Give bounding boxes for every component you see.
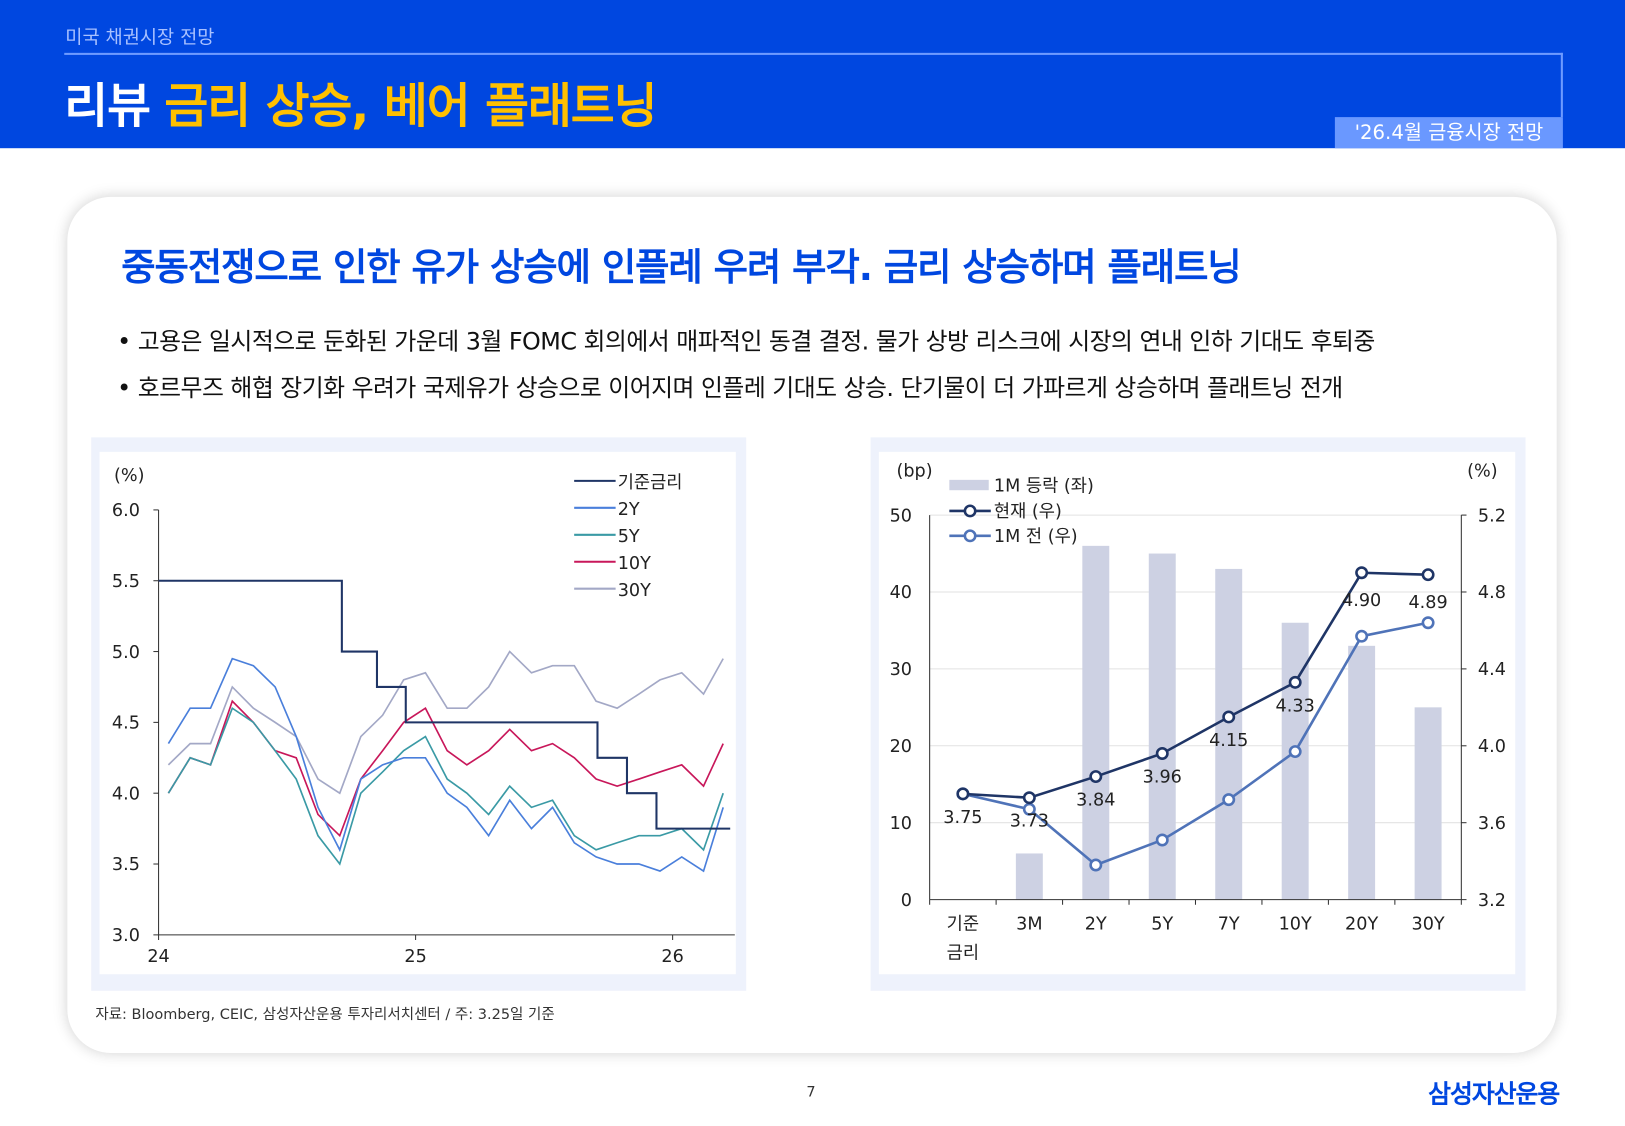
legend-label: 1M 등락 (좌): [994, 476, 1094, 496]
legend-label: 기준금리: [618, 473, 683, 493]
company-logo: 삼성자산운용: [1428, 1079, 1560, 1109]
header-divider: [64, 52, 1563, 55]
x-tick-label: 25: [404, 947, 426, 967]
y-tick-label-right: 3.6: [1478, 814, 1506, 834]
series-line-5Y: [167, 706, 724, 866]
data-label: 3.96: [1143, 768, 1182, 788]
y-tick-label: 5.0: [112, 643, 140, 663]
series-line-현재 (우): [962, 571, 1429, 800]
y-tick-label: 3.5: [112, 855, 140, 875]
x-tick-label: 2Y: [1085, 915, 1107, 935]
y-tick-label: 5.5: [112, 572, 140, 592]
x-tick-label: 5Y: [1151, 915, 1173, 935]
x-tick-label: 기준: [947, 915, 979, 935]
y-tick-label-right: 5.2: [1478, 506, 1506, 526]
headline: 중동전쟁으로 인한 유가 상승에 인플레 우려 부각. 금리 상승하며 플래트닝: [121, 246, 1241, 290]
legend-label: 현재 (우): [994, 502, 1062, 522]
bullet-1: • 고용은 일시적으로 둔화된 가운데 3월 FOMC 회의에서 매파적인 동결…: [117, 328, 1375, 356]
data-label: 3.75: [943, 808, 982, 828]
data-label: 4.33: [1276, 696, 1315, 716]
x-tick-label: 20Y: [1345, 915, 1378, 935]
point: [1355, 566, 1369, 580]
y-tick-label-left: 0: [901, 891, 912, 911]
header-divider-vertical: [1560, 52, 1563, 118]
chart-panel-yields: (%) 3.0 3.5 4.0 4.5 5.0 5.5 6.0 24 25 26 기준금리 2Y 5Y 10…: [91, 437, 747, 991]
point: [1022, 791, 1036, 805]
x-tick-label: 3M: [1016, 915, 1042, 935]
y-tick-label-right: 4.4: [1478, 660, 1506, 680]
y-tick-label-left: 20: [890, 737, 912, 757]
point: [1421, 568, 1435, 582]
bar-5: [1281, 622, 1309, 900]
y-axis-unit: (%): [114, 466, 144, 486]
report-badge: '26.4월 금융시장 전망: [1334, 117, 1563, 149]
point: [1222, 710, 1236, 724]
point: [1222, 793, 1236, 807]
legend-marker: [963, 529, 977, 543]
point: [956, 787, 970, 801]
x-tick-label: 30Y: [1412, 915, 1445, 935]
breadcrumb: 미국 채권시장 전망: [65, 26, 215, 49]
y-tick-label-right: 4.8: [1478, 583, 1506, 603]
bar-2: [1082, 545, 1110, 900]
y-tick-label: 4.0: [112, 784, 140, 804]
y-tick-label-left: 50: [890, 506, 912, 526]
bar-7: [1414, 707, 1442, 900]
legend-label: 10Y: [618, 554, 651, 574]
point: [1355, 629, 1369, 643]
series-line-30Y: [167, 650, 724, 795]
data-label: 4.89: [1408, 593, 1447, 613]
series-line-1M 전 (우): [962, 621, 1429, 867]
y-tick-label-right: 4.0: [1478, 737, 1506, 757]
point: [1155, 833, 1169, 847]
y-tick-label: 3.0: [112, 926, 140, 946]
y-tick-label-left: 40: [890, 583, 912, 603]
page-number: 7: [806, 1084, 816, 1101]
y-axis-left-unit: (bp): [896, 462, 932, 482]
data-label: 4.15: [1209, 731, 1248, 751]
point: [1288, 745, 1302, 759]
y-tick-label: 6.0: [112, 501, 140, 521]
x-tick-label: 24: [147, 947, 169, 967]
series-line-policy-rate: [158, 579, 731, 830]
y-axis-right-unit: (%): [1467, 462, 1497, 482]
header-bar: 미국 채권시장 전망 리뷰 금리 상승, 베어 플래트닝 '26.4월 금융시장 …: [0, 0, 1625, 149]
legend-label: 30Y: [618, 581, 651, 601]
title-sub: 금리 상승, 베어 플래트닝: [164, 77, 657, 134]
bar-4: [1215, 568, 1243, 900]
yield-curve-chart: (bp) (%) 0 10 20 30 40 50 3.2 3.6 4.0 4.4 4.8 5.2 기준금리…: [890, 462, 1506, 964]
bar-1: [1015, 853, 1043, 900]
y-tick-label-left: 10: [890, 814, 912, 834]
point: [1288, 675, 1302, 689]
x-tick-label: 10Y: [1279, 915, 1312, 935]
data-label: 3.73: [1010, 812, 1049, 832]
legend-label: 2Y: [618, 500, 640, 520]
y-tick-label-right: 3.2: [1478, 891, 1506, 911]
data-label: 4.90: [1342, 591, 1381, 611]
x-tick-label: 26: [661, 947, 683, 967]
series-line-2Y: [167, 657, 724, 873]
bar-3: [1148, 553, 1176, 900]
x-tick-label: 7Y: [1218, 915, 1240, 935]
page-title: 리뷰 금리 상승, 베어 플래트닝: [64, 68, 657, 136]
title-main: 리뷰: [64, 77, 151, 134]
bullet-2: • 호르무즈 해협 장기화 우려가 국제유가 상승으로 이어지며 인플레 기대도…: [117, 375, 1343, 403]
legend-marker: [963, 504, 977, 518]
y-tick-label: 4.5: [112, 714, 140, 734]
yield-history-chart: (%) 3.0 3.5 4.0 4.5 5.0 5.5 6.0 24 25 26 기준금리 2Y 5Y 10…: [112, 466, 735, 967]
y-tick-label-left: 30: [890, 660, 912, 680]
point: [1089, 858, 1103, 872]
x-tick-label: 금리: [947, 944, 979, 964]
legend-swatch-bar: [949, 479, 989, 491]
point: [1089, 770, 1103, 784]
legend-label: 1M 전 (우): [994, 527, 1078, 547]
point: [1155, 747, 1169, 760]
bar-6: [1348, 645, 1376, 900]
point: [1421, 616, 1435, 630]
source-note: 자료: Bloomberg, CEIC, 삼성자산운용 투자리서치센터 / 주:…: [95, 1006, 555, 1023]
legend-label: 5Y: [618, 527, 640, 547]
data-label: 3.84: [1076, 791, 1115, 811]
